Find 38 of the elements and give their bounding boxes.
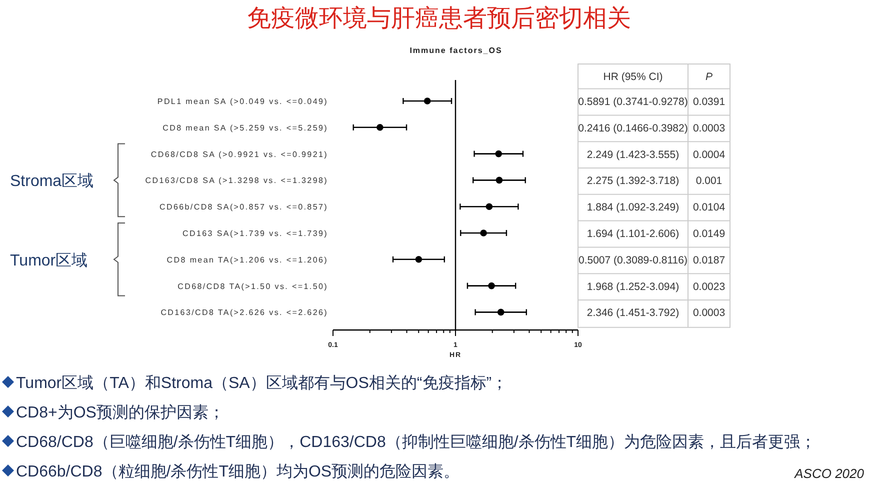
text: Stroma区域 [10, 172, 94, 190]
text: 1.884 (1.092-3.249) [586, 202, 680, 214]
text: 0.0391 [692, 96, 726, 108]
text: Tumor区域 [10, 251, 88, 270]
text: 0.5891 (0.3741-0.9278) [578, 96, 688, 108]
text: 0.0003 [692, 307, 726, 320]
y-tick-label: CD163/CD8 SA (>1.3298 vs. <=1.3298) [145, 176, 328, 186]
text: 0.001 [696, 175, 722, 188]
text: 0.0003 [692, 122, 726, 134]
text: 2.249 (1.423-3.555) [586, 148, 680, 161]
text: 0.0023 [692, 280, 726, 293]
chart-subtitle: Immune factors_OS [410, 46, 502, 55]
text: 1.968 (1.252-3.094) [586, 280, 680, 293]
text: 1.694 (1.101-2.606) [586, 228, 680, 240]
y-tick-label: CD163 SA(>1.739 vs. <=1.739) [182, 229, 328, 238]
text: ASCO 2020 [794, 466, 865, 481]
text: P [705, 70, 713, 83]
y-tick-label: CD68/CD8 SA (>0.9921 vs. <=0.9921) [150, 150, 328, 159]
text: 0.0104 [692, 202, 726, 214]
text: 0.0149 [692, 228, 726, 240]
y-tick-label: PDL1 mean SA (>0.049 vs. <=0.049) [157, 97, 328, 106]
y-tick-label: CD163/CD8 TA(>2.626 vs. <=2.626) [160, 308, 328, 318]
text: CD68/CD8（巨噬细胞/杀伤性T细胞），CD163/CD8（抑制性巨噬细胞/杀伤性T细胞）为危险因素，且后者更强； [16, 433, 816, 451]
text: HR (95% CI) [603, 70, 663, 83]
text: CD66b/CD8（粒细胞/杀伤性T细胞）均为OS预测的危险因素。 [16, 462, 460, 480]
text: 0.0187 [692, 254, 726, 266]
chart-title: 免疫微环境与肝癌患者预后密切相关 [247, 5, 631, 32]
text: 0.5007 (0.3089-0.8116) [578, 254, 688, 266]
text: 2.346 (1.451-3.792) [586, 307, 680, 320]
text: 0.2416 (0.1466-0.3982) [578, 122, 688, 134]
y-tick-label: CD68/CD8 TA(>1.50 vs. <=1.50) [178, 282, 328, 291]
y-tick-label: CD66b/CD8 SA(>0.857 vs. <=0.857) [160, 202, 328, 212]
text: Tumor区域（TA）和Stroma（SA）区域都有与OS相关的“免疫指标”； [16, 374, 508, 392]
text: 2.275 (1.392-3.718) [586, 175, 680, 188]
text: 0.0004 [692, 148, 726, 161]
y-tick-label: CD8 mean TA(>1.206 vs. <=1.206) [166, 255, 328, 264]
y-tick-label: CD8 mean SA (>5.259 vs. <=5.259) [162, 123, 328, 132]
text: CD8+为OS预测的保护因素； [16, 404, 224, 422]
